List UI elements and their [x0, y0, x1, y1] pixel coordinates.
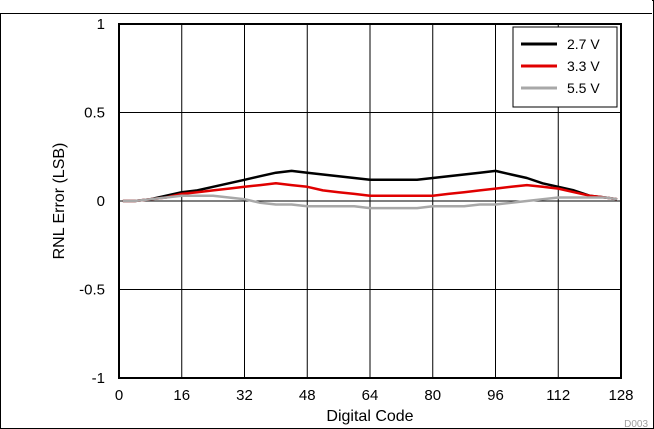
legend-box [512, 26, 618, 108]
y-axis-label: RNL Error (LSB) [51, 143, 68, 260]
series-line-1 [122, 182, 618, 203]
tick-labels: 0 16 32 48 64 80 96 112 128 1 0.5 0 -0.5 -1 [79, 16, 633, 404]
series-line-2 [122, 194, 618, 210]
title-strip [0, 0, 652, 14]
x-tick-label: 0 [115, 387, 123, 404]
legend-label: 2.7 V [567, 36, 600, 52]
y-tick-label: -0.5 [79, 282, 105, 299]
y-tick-label: 1 [97, 16, 105, 33]
x-axis-label: Digital Code [326, 408, 413, 425]
legend: 2.7 V 3.3 V 5.5 V [512, 26, 618, 108]
y-tick-label: -1 [92, 370, 105, 387]
legend-label: 5.5 V [567, 80, 600, 96]
x-tick-label: 32 [236, 387, 253, 404]
y-tick-label: 0.5 [84, 105, 105, 122]
x-tick-label: 112 [546, 387, 570, 404]
series-line-0 [122, 169, 618, 203]
legend-label: 3.3 V [567, 58, 600, 74]
x-tick-label: 16 [173, 387, 190, 404]
x-tick-label: 96 [487, 387, 504, 404]
series-layer [122, 169, 618, 210]
x-tick-label: 64 [362, 387, 379, 404]
figure-id: D003 [624, 419, 648, 429]
x-tick-label: 80 [424, 387, 441, 404]
y-tick-label: 0 [97, 193, 105, 210]
plot-area-border [118, 23, 622, 379]
x-tick-label: 128 [608, 387, 633, 404]
x-tick-label: 48 [299, 387, 316, 404]
